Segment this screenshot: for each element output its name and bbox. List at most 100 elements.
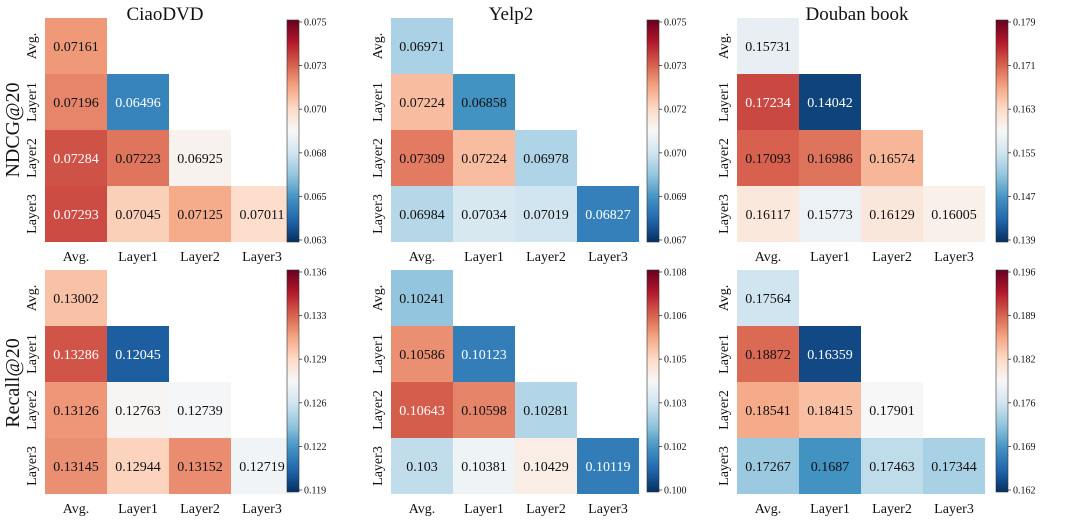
colorbar-tick-label: 0.070 (664, 148, 687, 159)
x-tick-label: Layer3 (934, 250, 974, 265)
colorbar (646, 19, 660, 243)
colorbar (646, 269, 660, 493)
heatmap-cell (391, 382, 453, 438)
cell-label: 0.18541 (745, 404, 791, 419)
heatmap-cell (515, 438, 577, 494)
cell-label: 0.12719 (239, 460, 285, 475)
cell-label: 0.16986 (807, 152, 853, 167)
x-tick-label: Avg. (755, 502, 782, 517)
heatmap-cell (391, 186, 453, 242)
y-tick-label: Avg. (25, 285, 40, 312)
cell-label: 0.10119 (586, 460, 631, 475)
cell-label: 0.18415 (807, 404, 853, 419)
heatmap-cell (737, 18, 799, 74)
colorbar-tick-label: 0.100 (664, 486, 687, 497)
heatmap-cell (923, 186, 985, 242)
x-tick-label: Layer3 (588, 502, 628, 517)
x-tick-label: Layer1 (464, 502, 504, 517)
heatmap-cell (923, 438, 985, 494)
cell-label: 0.17267 (745, 460, 791, 475)
colorbar-tick-label: 0.068 (304, 148, 327, 159)
y-tick-label: Layer3 (717, 446, 732, 486)
heatmap-cell (515, 130, 577, 186)
cell-label: 0.14042 (807, 96, 853, 111)
heatmap-cell (169, 382, 231, 438)
y-tick-label: Avg. (371, 33, 386, 60)
cell-label: 0.10643 (399, 404, 445, 419)
heatmap-cell (737, 326, 799, 382)
cell-label: 0.16359 (807, 348, 853, 363)
cell-label: 0.07125 (177, 208, 223, 223)
y-tick-label: Layer2 (717, 138, 732, 178)
cell-label: 0.12944 (115, 460, 161, 475)
x-tick-label: Avg. (755, 250, 782, 265)
heatmap-cell (45, 130, 107, 186)
cell-label: 0.17344 (931, 460, 977, 475)
cell-label: 0.10123 (461, 348, 507, 363)
heatmap-cell (45, 18, 107, 74)
colorbar (286, 19, 300, 243)
cell-label: 0.16574 (869, 152, 915, 167)
heatmap-cell (515, 382, 577, 438)
y-tick-label: Layer2 (25, 138, 40, 178)
heatmap-cell (391, 18, 453, 74)
cell-label: 0.1687 (811, 460, 850, 475)
heatmap-cell (799, 438, 861, 494)
heatmap-cell (737, 130, 799, 186)
x-tick-label: Avg. (63, 502, 90, 517)
cell-label: 0.06858 (461, 96, 507, 111)
cell-label: 0.12045 (115, 348, 161, 363)
row-title-recall: Recall@20 (2, 338, 24, 428)
colorbar-tick-label: 0.070 (304, 105, 327, 116)
heatmap-cell (391, 438, 453, 494)
y-tick-label: Avg. (717, 33, 732, 60)
cell-label: 0.17093 (745, 152, 791, 167)
y-tick-label: Layer2 (25, 390, 40, 430)
heatmap-cell (391, 326, 453, 382)
x-tick-label: Avg. (409, 250, 436, 265)
colorbar-tick-label: 0.176 (1013, 398, 1036, 409)
cell-label: 0.06984 (399, 208, 445, 223)
cell-label: 0.13152 (177, 460, 223, 475)
cell-label: 0.07034 (461, 208, 507, 223)
panel-recall-yelp2: 0.10241 0.10586 0.10123 0.10643 0.10598 0.102… (371, 268, 687, 518)
heatmap-cell (799, 326, 861, 382)
cell-label: 0.15773 (807, 208, 853, 223)
col-title-yelp2: Yelp2 (489, 4, 534, 25)
x-tick-label: Layer2 (872, 250, 912, 265)
cell-label: 0.15731 (745, 40, 791, 55)
x-tick-label: Layer1 (464, 250, 504, 265)
y-tick-label: Layer3 (717, 194, 732, 234)
heatmap-cell (453, 438, 515, 494)
heatmap-cell (231, 186, 293, 242)
colorbar-tick-label: 0.072 (664, 105, 687, 116)
cell-label: 0.10241 (399, 292, 445, 307)
heatmap-cell (799, 74, 861, 130)
x-tick-label: Layer3 (934, 502, 974, 517)
cell-label: 0.12739 (177, 404, 223, 419)
cell-label: 0.07293 (53, 208, 99, 223)
cell-label: 0.17901 (869, 404, 915, 419)
cell-label: 0.12763 (115, 404, 161, 419)
cell-label: 0.10381 (461, 460, 507, 475)
heatmap-cell (861, 186, 923, 242)
cell-label: 0.10598 (461, 404, 507, 419)
cell-label: 0.06978 (523, 152, 569, 167)
colorbar-tick-label: 0.126 (304, 398, 327, 409)
heatmap-cell (231, 438, 293, 494)
heatmap-cell (107, 74, 169, 130)
x-tick-label: Layer2 (526, 250, 566, 265)
y-tick-label: Avg. (25, 33, 40, 60)
cell-label: 0.17564 (745, 292, 791, 307)
colorbar-tick-label: 0.067 (664, 236, 687, 247)
cell-label: 0.13002 (53, 292, 99, 307)
y-tick-label: Layer3 (25, 446, 40, 486)
colorbar (286, 269, 300, 493)
colorbar-tick-label: 0.075 (664, 18, 687, 29)
cell-label: 0.10281 (523, 404, 569, 419)
colorbar-tick-label: 0.069 (664, 192, 687, 203)
x-tick-label: Layer1 (118, 502, 158, 517)
cell-label: 0.07224 (399, 96, 445, 111)
heatmap-cell (45, 74, 107, 130)
